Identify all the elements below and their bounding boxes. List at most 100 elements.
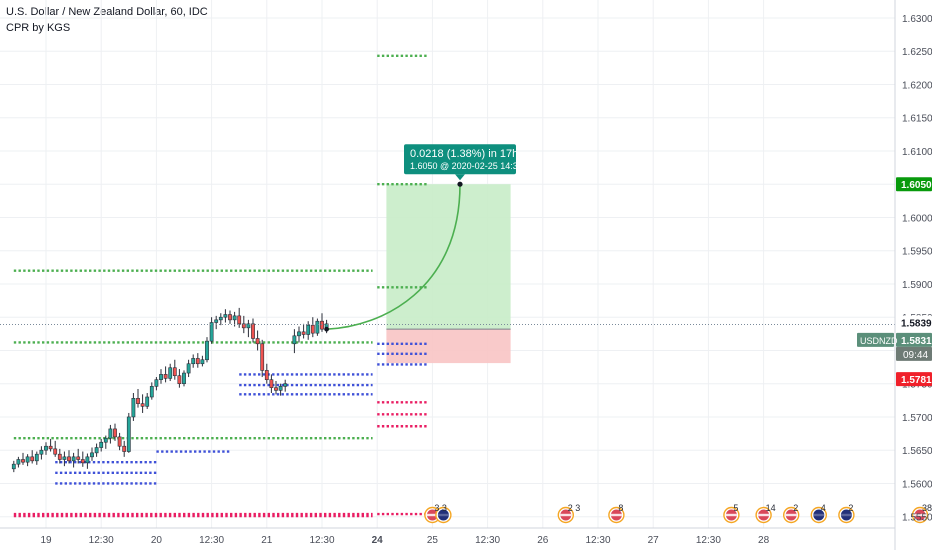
candle-body (228, 314, 232, 321)
candle-body (154, 379, 159, 387)
last-price-label-text: 1.5839 (901, 319, 932, 330)
candle-body (168, 367, 173, 379)
candle-body (255, 338, 260, 345)
x-tick-label: 21 (261, 535, 273, 546)
x-tick-label: 28 (758, 535, 770, 546)
x-tick-label: 12:30 (585, 535, 610, 546)
candle-body (191, 358, 196, 365)
flag-us-icon (426, 513, 438, 517)
flag-us-icon (610, 513, 622, 517)
chart-title: U.S. Dollar / New Zealand Dollar, 60, ID… (6, 6, 208, 18)
projection-callout (404, 144, 516, 175)
x-tick-label: 12:30 (475, 535, 500, 546)
y-tick-label: 1.5650 (902, 446, 932, 457)
x-tick-label: 27 (648, 535, 660, 546)
candle-body (149, 386, 154, 398)
candle-body (301, 331, 306, 335)
candle-body (260, 343, 265, 371)
candle-body (251, 323, 255, 339)
x-tick-label: 25 (427, 535, 439, 546)
event-count: 14 (766, 503, 776, 513)
stop-price-label (896, 372, 932, 387)
projection-callout-pointer (455, 174, 465, 181)
candle-body (145, 396, 150, 407)
flag-nz-icon (813, 513, 825, 517)
candle-body (62, 456, 67, 460)
event-count: 4 (821, 503, 826, 513)
candle-body (11, 463, 16, 470)
cpr-pivot-levels (13, 54, 428, 518)
candle-body (48, 445, 53, 450)
candle-body (131, 398, 136, 418)
candle-body (67, 456, 71, 462)
candle-body (223, 314, 228, 318)
candle-body (205, 340, 209, 361)
x-tick-label: 12:30 (89, 535, 114, 546)
flag-nz-icon (840, 513, 852, 517)
indicator-label: CPR by KGS (6, 22, 71, 34)
long-position-tool[interactable] (386, 184, 511, 364)
candle-body (30, 456, 35, 462)
candle-body (218, 316, 223, 321)
candle-body (315, 320, 320, 334)
candle-body (237, 315, 242, 325)
y-tick-label: 1.6150 (902, 114, 932, 125)
candle-body (117, 436, 122, 447)
x-tick-label: 24 (372, 535, 384, 546)
stop-price-label-text: 1.5781 (901, 375, 932, 386)
y-tick-label: 1.6300 (902, 14, 932, 25)
candle-body (292, 335, 297, 345)
projection-curve (326, 184, 461, 330)
x-tick-label: 19 (40, 535, 52, 546)
flag-nz-icon (437, 513, 449, 517)
candle-body (21, 459, 25, 463)
candle-body (269, 379, 274, 388)
candle-body (232, 315, 237, 321)
candle-body (71, 456, 76, 462)
y-tick-label: 1.5600 (902, 479, 932, 490)
candle-body (182, 372, 186, 384)
candle-body (209, 322, 214, 342)
projection-start-point (324, 326, 329, 332)
ticker-badge (857, 332, 894, 347)
candle-body (177, 375, 182, 384)
candle-body (278, 386, 283, 391)
ticker-badge-text: USDNZD (860, 336, 898, 346)
flag-us-icon (725, 513, 737, 517)
candle-body (16, 459, 21, 465)
candle-body (214, 319, 219, 323)
price-labels: 1.6050 1.5839 1.5831 09:44 1.5781 USDNZD (857, 177, 932, 387)
candle-body (57, 453, 62, 460)
candle-body (241, 323, 246, 329)
event-count: 5 (733, 503, 738, 513)
y-tick-label: 1.5550 (902, 513, 932, 524)
candle-body (283, 383, 288, 387)
flag-us-icon (560, 513, 572, 517)
candle-body (320, 320, 324, 330)
candle-body (34, 453, 39, 462)
candle-body (126, 416, 131, 452)
target-zone (386, 184, 511, 330)
projection-end-point (457, 181, 463, 187)
x-tick-label: 12:30 (199, 535, 224, 546)
candle-body (297, 331, 301, 337)
candle-body (310, 324, 315, 334)
target-price-label-text: 1.6050 (901, 180, 932, 191)
candle-body (108, 428, 113, 439)
x-tick-label: 12:30 (309, 535, 334, 546)
current-price-label (896, 332, 932, 347)
candle-body (80, 459, 85, 464)
candle-body (264, 370, 269, 381)
candlesticks (11, 307, 329, 473)
flag-nz-icon (813, 509, 825, 521)
event-count: 8 (618, 503, 623, 513)
candle-body (159, 374, 163, 381)
flag-nz-icon (437, 509, 449, 521)
flag-us-icon (914, 513, 926, 517)
event-count: 38 4 (922, 503, 932, 513)
candle-body (39, 449, 44, 455)
current-price-label-text: 1.5831 (901, 336, 932, 347)
